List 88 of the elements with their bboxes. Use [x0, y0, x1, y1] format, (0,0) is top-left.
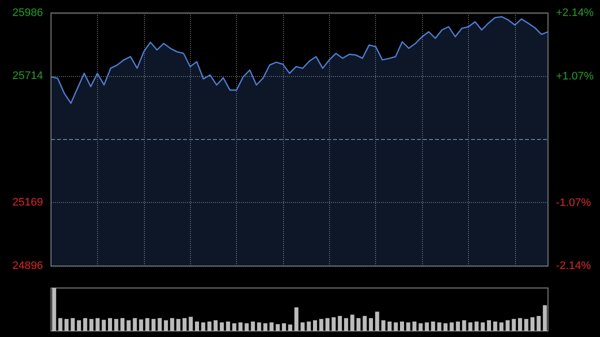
bar	[164, 320, 168, 331]
bar	[375, 312, 380, 331]
bar	[381, 320, 386, 331]
bar	[437, 322, 442, 331]
bar	[356, 318, 361, 331]
bar	[108, 318, 112, 331]
bar	[306, 322, 311, 331]
bar	[244, 323, 249, 331]
bar	[188, 316, 193, 331]
bar	[388, 322, 392, 331]
bar	[58, 318, 62, 331]
bar	[418, 323, 423, 331]
bar	[176, 318, 180, 331]
bar	[83, 318, 88, 331]
bar	[294, 307, 298, 331]
y-tick-label: 24896	[12, 260, 43, 272]
bar	[474, 322, 479, 331]
bar	[512, 318, 516, 331]
bar	[450, 322, 454, 331]
bar	[263, 323, 268, 331]
bar	[89, 318, 94, 331]
bar	[70, 318, 75, 331]
bar	[524, 318, 528, 331]
bar	[158, 318, 162, 331]
y2-tick-label: -1.07%	[556, 196, 592, 209]
bar	[232, 323, 236, 331]
bar	[207, 322, 212, 331]
y2-tick-label: +1.07%	[556, 70, 594, 82]
bar	[480, 322, 485, 331]
bar	[132, 318, 137, 331]
bar	[518, 318, 522, 331]
bar	[332, 317, 336, 331]
bar	[350, 314, 354, 331]
y-tick-label: 25169	[12, 196, 43, 209]
bar	[400, 322, 404, 331]
bar	[238, 322, 242, 331]
bar	[462, 320, 466, 331]
bar	[145, 318, 150, 331]
bar	[542, 305, 547, 331]
bar	[424, 322, 429, 331]
bar	[126, 320, 131, 331]
bar	[431, 322, 436, 331]
bar	[338, 316, 342, 331]
bar	[76, 320, 81, 331]
bar	[288, 324, 292, 331]
bar	[194, 322, 200, 331]
bar	[257, 322, 262, 331]
bar	[368, 318, 373, 331]
bar	[443, 323, 448, 331]
y-tick-label: 25986	[12, 7, 43, 19]
bar	[468, 322, 472, 331]
y2-tick-label: -2.14%	[556, 260, 592, 272]
bar	[300, 322, 305, 331]
bar	[250, 322, 255, 331]
bar	[214, 320, 218, 331]
bar	[220, 322, 224, 331]
bar	[120, 318, 124, 331]
bar	[226, 322, 230, 331]
bar	[536, 316, 541, 331]
bar	[362, 316, 367, 331]
bar	[486, 320, 491, 331]
bar	[139, 319, 144, 331]
bar	[276, 324, 280, 331]
bar	[493, 322, 498, 331]
bar	[325, 318, 330, 331]
bar	[201, 322, 206, 331]
bar	[64, 318, 69, 331]
bar	[412, 322, 416, 331]
bar	[102, 320, 106, 331]
bar	[313, 320, 318, 331]
bar	[151, 318, 156, 331]
y2-tick-label: +2.14%	[556, 7, 594, 19]
bar	[406, 322, 410, 331]
bar	[170, 318, 174, 331]
bar	[52, 288, 56, 331]
bar	[319, 318, 324, 331]
bar	[270, 322, 274, 331]
bar	[96, 318, 100, 331]
bar	[282, 323, 286, 331]
y-tick-label: 25714	[12, 70, 43, 82]
bar	[114, 318, 118, 331]
bar	[530, 317, 534, 331]
bar	[456, 322, 460, 331]
bar	[499, 322, 504, 331]
bar	[344, 318, 348, 331]
bar	[506, 320, 510, 331]
bar	[394, 322, 398, 331]
bar	[182, 318, 187, 331]
